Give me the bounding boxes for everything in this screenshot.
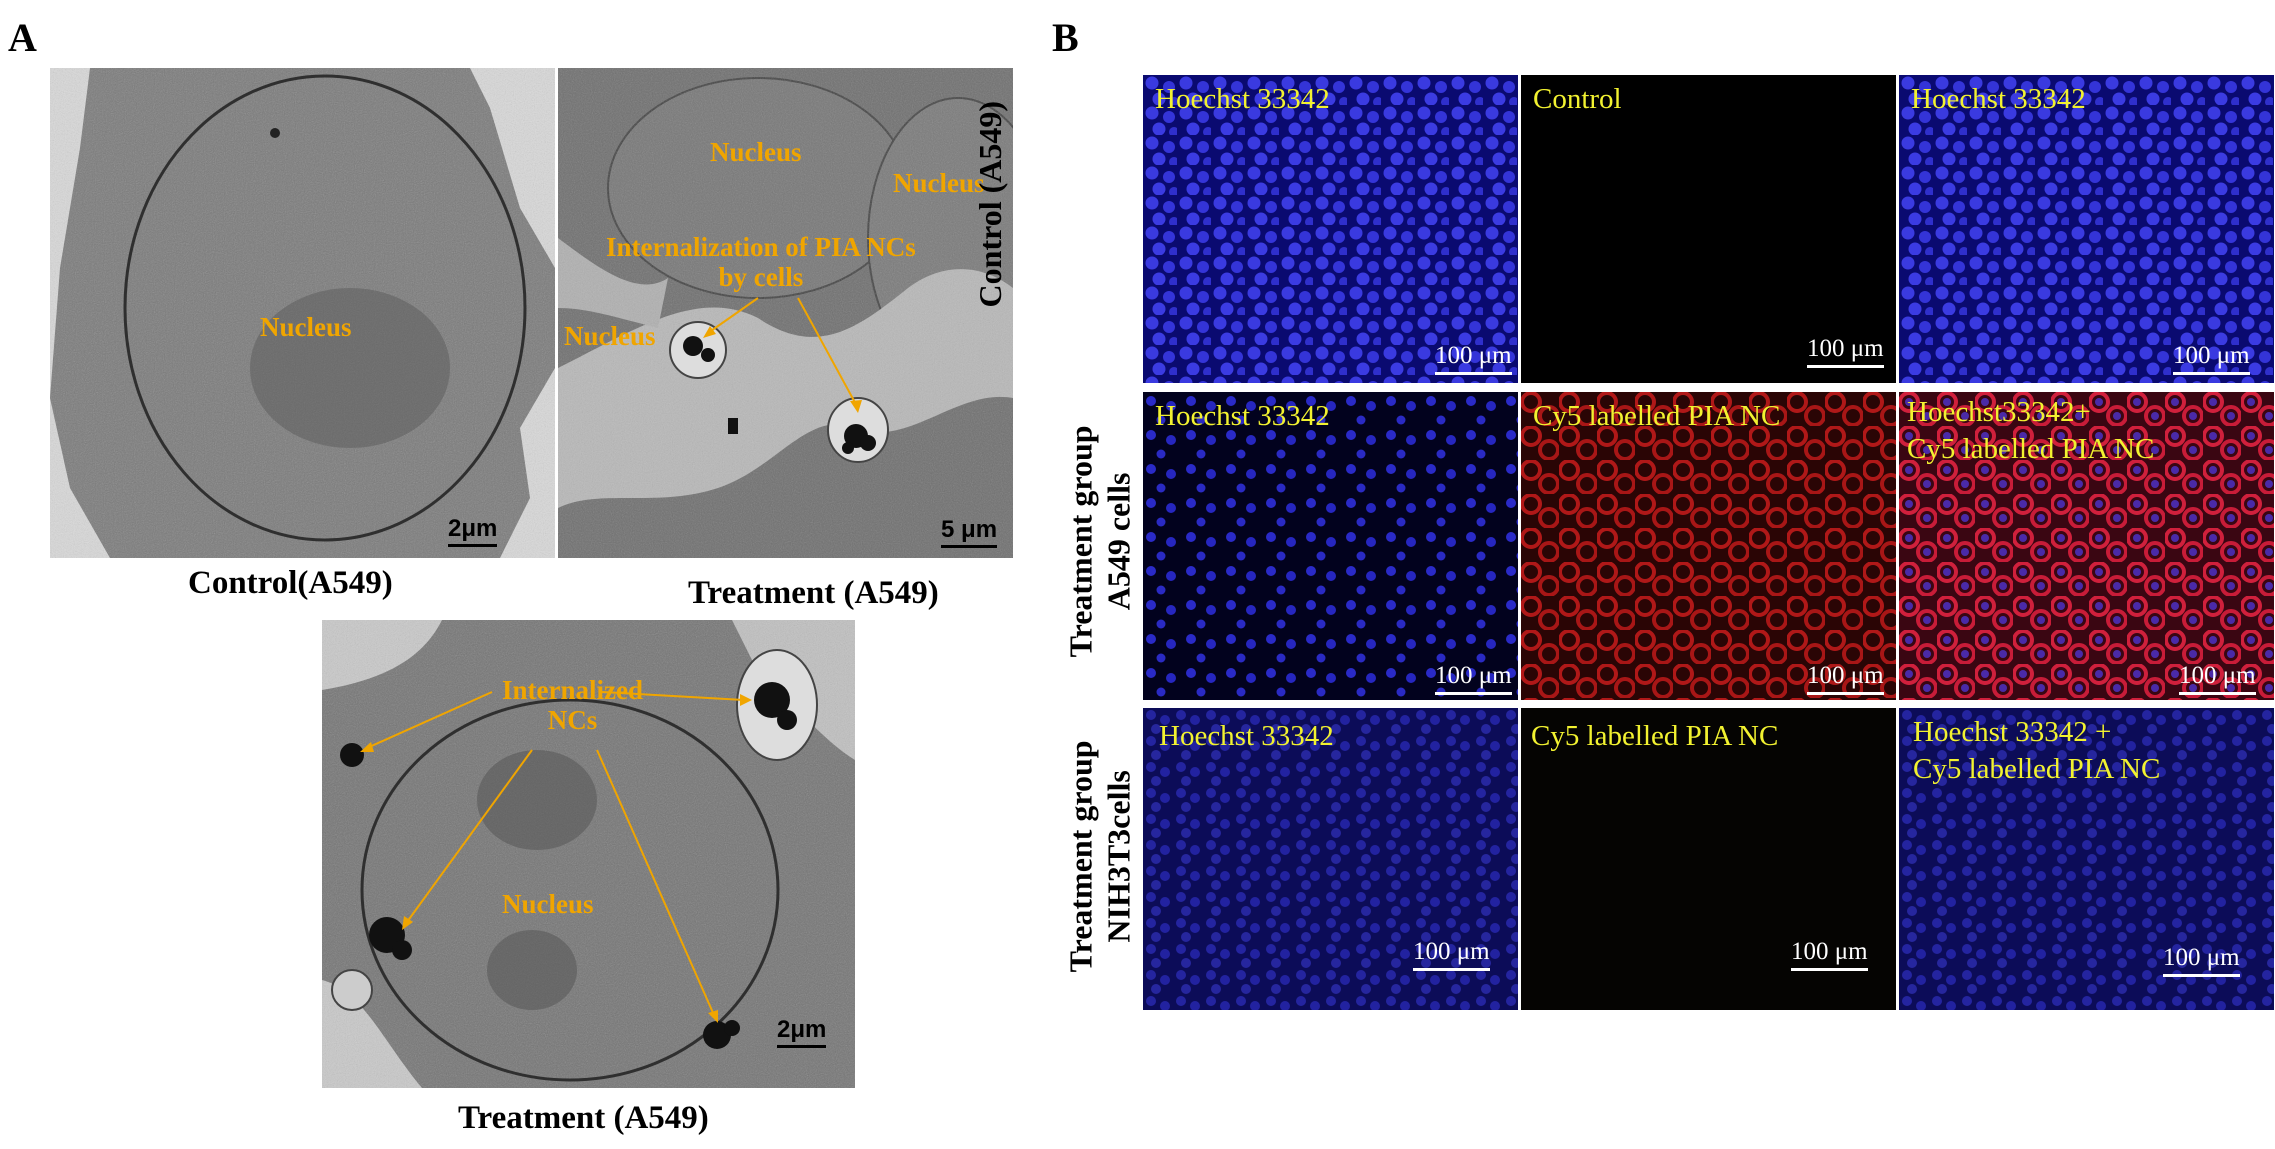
- label-internalized-ncs: Internalized NCs: [502, 675, 643, 735]
- scale-bar: 5 μm: [941, 516, 998, 548]
- caption-control: Control(A549): [188, 565, 393, 601]
- label-nucleus: Nucleus: [260, 312, 352, 342]
- label-nucleus-left: Nucleus: [564, 321, 656, 351]
- fluorescence-image: Hoechst 33342 100 μm: [1143, 708, 1518, 1010]
- scale-bar: 100 μm: [1807, 335, 1884, 368]
- fluorescence-image: Control 100 μm: [1521, 75, 1896, 383]
- scale-bar: 100 μm: [1435, 342, 1512, 375]
- scale-bar: 2μm: [448, 515, 498, 547]
- image-label: Hoechst 33342: [1159, 720, 1334, 752]
- label-internalization: Internalization of PIA NCs by cells: [606, 232, 916, 292]
- scale-bar-text: 100 μm: [1807, 662, 1884, 689]
- scale-bar-text: 100 μm: [2163, 944, 2240, 971]
- row-label-treatment-a549: Treatment group A549 cells: [1062, 425, 1137, 658]
- scale-bar: 100 μm: [1413, 938, 1490, 971]
- image-label: Control: [1533, 83, 1622, 115]
- tem-control-image: Nucleus 2μm: [50, 68, 555, 558]
- tem-treatment-image-1: Nucleus Nucleus Internalization of PIA N…: [558, 68, 1013, 558]
- image-label: Cy5 labelled PIA NC: [1531, 720, 1779, 752]
- scale-bar-text: 5 μm: [941, 516, 998, 543]
- scale-bar: 100 μm: [1435, 662, 1512, 695]
- panel-a-letter: A: [8, 15, 37, 60]
- image-label: Cy5 labelled PIA NC: [1533, 400, 1781, 432]
- image-label: Hoechst33342+ Cy5 labelled PIA NC: [1907, 396, 2155, 466]
- fluorescence-image: Hoechst 33342 100 μm: [1143, 75, 1518, 383]
- scale-bar: 100 μm: [1807, 662, 1884, 695]
- scale-bar-text: 100 μm: [1807, 335, 1884, 362]
- scale-bar: 100 μm: [1791, 938, 1868, 971]
- scale-bar-text: 2μm: [777, 1016, 827, 1043]
- label-nucleus-top: Nucleus: [710, 137, 802, 167]
- fluorescence-image: Cy5 labelled PIA NC 100 μm: [1521, 708, 1896, 1010]
- image-label: Hoechst 33342 + Cy5 labelled PIA NC: [1913, 716, 2161, 786]
- scale-bar: 100 μm: [2179, 662, 2256, 695]
- fluorescence-image: Hoechst 33342 100 μm: [1143, 392, 1518, 700]
- image-label: Hoechst 33342: [1911, 83, 2086, 115]
- image-label: Hoechst 33342: [1155, 400, 1330, 432]
- fluorescence-image: Hoechst 33342 100 μm: [1899, 75, 2274, 383]
- scale-bar: 100 μm: [2173, 342, 2250, 375]
- tem-treatment-image-2: Internalized NCs Nucleus 2μm: [322, 620, 855, 1088]
- fluorescence-image: Hoechst33342+ Cy5 labelled PIA NC 100 μm: [1899, 392, 2274, 700]
- scale-bar-text: 100 μm: [1413, 938, 1490, 965]
- fluorescence-image: Hoechst 33342 + Cy5 labelled PIA NC 100 …: [1899, 708, 2274, 1010]
- panel-b-letter: B: [1052, 15, 1079, 60]
- caption-treatment-2: Treatment (A549): [458, 1100, 709, 1136]
- fluorescence-image: Cy5 labelled PIA NC 100 μm: [1521, 392, 1896, 700]
- caption-treatment-1: Treatment (A549): [688, 575, 939, 611]
- label-nucleus: Nucleus: [502, 889, 594, 919]
- scale-bar-text: 2μm: [448, 515, 498, 542]
- scale-bar-text: 100 μm: [2173, 342, 2250, 369]
- label-nucleus-right: Nucleus: [893, 168, 985, 198]
- scale-bar: 2μm: [777, 1016, 827, 1048]
- scale-bar-text: 100 μm: [1435, 662, 1512, 689]
- scale-bar-text: 100 μm: [2179, 662, 2256, 689]
- scale-bar: 100 μm: [2163, 944, 2240, 977]
- scale-bar-text: 100 μm: [1435, 342, 1512, 369]
- row-label-control: Control (A549): [971, 100, 1008, 308]
- row-label-treatment-nih3t3: Treatment group NIH3T3cells: [1062, 740, 1137, 973]
- image-label: Hoechst 33342: [1155, 83, 1330, 115]
- scale-bar-text: 100 μm: [1791, 938, 1868, 965]
